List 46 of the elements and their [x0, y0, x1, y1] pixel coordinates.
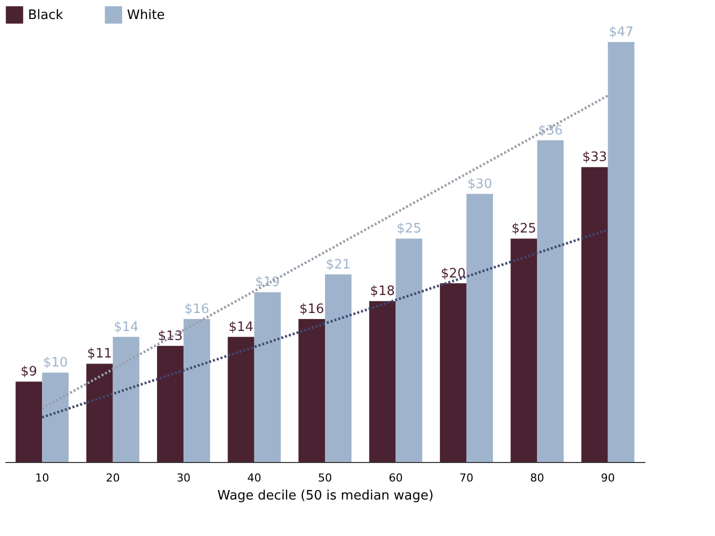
data-label: $10: [42, 356, 68, 371]
bar: [184, 319, 210, 462]
data-label: $25: [511, 222, 536, 237]
x-tick-label: 60: [388, 472, 403, 484]
data-label: $30: [467, 176, 492, 192]
x-tick-label: 50: [318, 472, 332, 484]
data-label: $33: [582, 150, 608, 166]
bar: [112, 336, 140, 462]
bar: [581, 167, 608, 462]
x-tick-label: 10: [35, 472, 50, 484]
x-tick-label: 40: [247, 472, 262, 484]
bar: [440, 283, 466, 462]
legend-label: Black: [28, 8, 64, 23]
data-label: $20: [440, 266, 466, 282]
bar: [86, 364, 113, 462]
data-label: $9: [20, 364, 38, 380]
bar: [298, 319, 325, 462]
legend-label: White: [127, 8, 165, 23]
x-tick-label: 30: [176, 472, 191, 484]
bar: [325, 274, 352, 462]
x-axis-title: Wage decile (50 is median wage): [217, 488, 434, 504]
bar: [510, 238, 538, 462]
x-tick-label: 80: [530, 472, 544, 484]
data-label: $25: [396, 222, 422, 237]
bar: [466, 194, 493, 462]
bar: [16, 382, 42, 462]
bar: [42, 372, 69, 462]
data-label: $16: [184, 302, 210, 318]
bar: [254, 292, 281, 462]
bar: [157, 346, 184, 462]
x-tick-label: 70: [459, 472, 474, 484]
data-label: $13: [158, 328, 183, 344]
data-label: $18: [370, 284, 395, 300]
bar: [608, 42, 634, 462]
x-tick-label: 20: [106, 472, 120, 484]
bar: [537, 140, 564, 462]
data-label: $11: [87, 346, 112, 362]
x-tick-label: 90: [600, 472, 615, 484]
data-label: $21: [326, 257, 351, 272]
bar: [396, 238, 422, 462]
data-label: $14: [228, 320, 254, 335]
data-label: $16: [299, 302, 324, 318]
bar: [228, 336, 254, 462]
data-label: $14: [114, 320, 139, 335]
bar: [369, 301, 396, 462]
data-label: $47: [608, 25, 634, 40]
